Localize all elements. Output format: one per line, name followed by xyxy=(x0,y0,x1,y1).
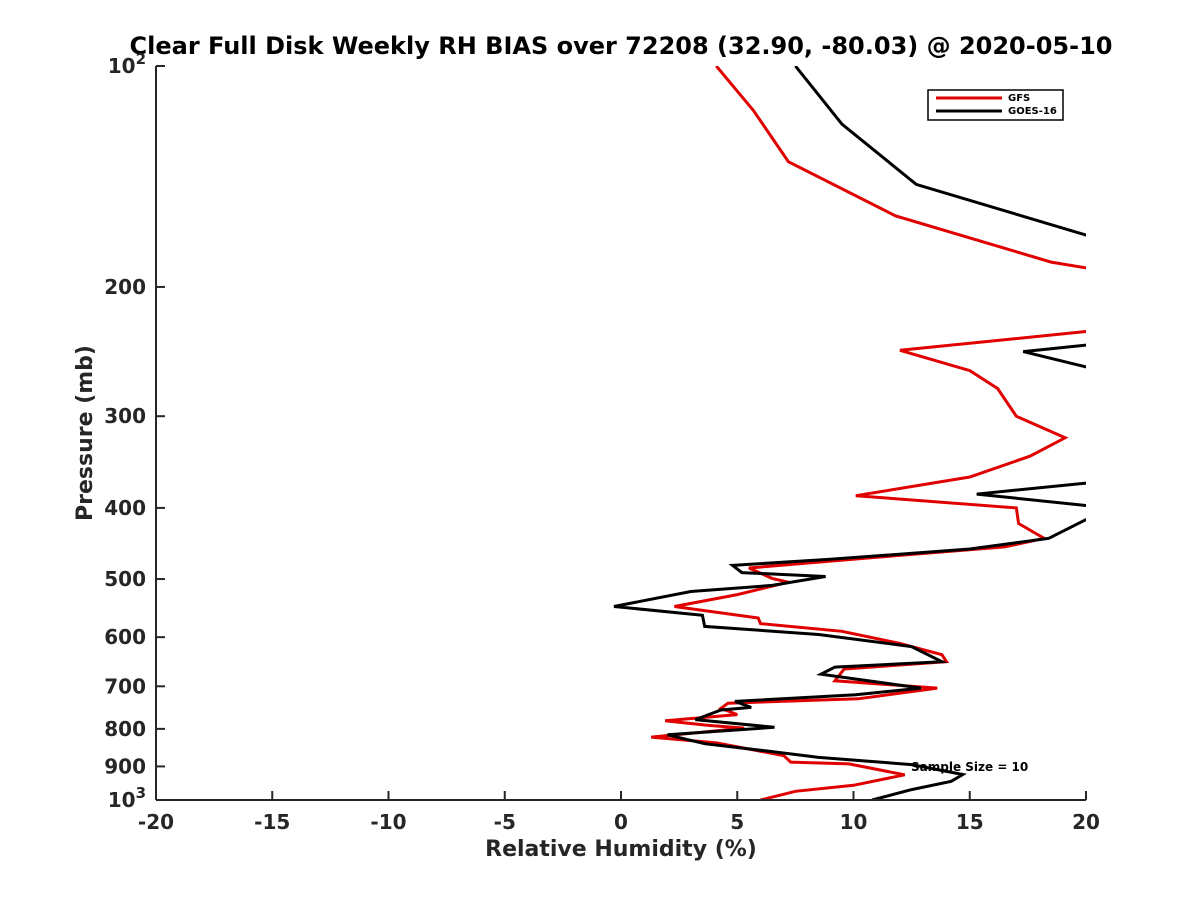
y-tick-label: 200 xyxy=(104,275,146,299)
y-tick-label: 500 xyxy=(104,567,146,591)
y-tick-label: 300 xyxy=(104,404,146,428)
x-axis-label: Relative Humidity (%) xyxy=(485,837,757,862)
x-tick-label: 5 xyxy=(730,810,744,834)
chart-title: Clear Full Disk Weekly RH BIAS over 7220… xyxy=(130,32,1113,60)
y-tick-label: 900 xyxy=(104,754,146,778)
y-tick-label: 103 xyxy=(108,784,146,812)
x-axis-ticks: -20 -15 -10 -5 0 5 10 15 20 xyxy=(138,791,1100,834)
y-tick-label: 800 xyxy=(104,717,146,741)
series-layer xyxy=(613,66,1086,800)
y-axis-ticks: 102 200 300 400 500 600 700 800 900 103 xyxy=(104,50,165,812)
y-axis-label: Pressure (mb) xyxy=(73,345,98,521)
x-tick-label: 10 xyxy=(840,810,868,834)
x-tick-label: 20 xyxy=(1072,810,1100,834)
series-line-goes-16 xyxy=(613,66,1086,800)
x-tick-label: -20 xyxy=(138,810,174,834)
y-tick-label: 400 xyxy=(104,496,146,520)
legend-label-gfs: GFS xyxy=(1008,93,1030,104)
legend-label-goes16: GOES-16 xyxy=(1008,106,1057,117)
x-tick-label: -10 xyxy=(370,810,406,834)
x-tick-label: 15 xyxy=(956,810,984,834)
sample-size-annotation: Sample Size = 10 xyxy=(911,760,1028,774)
legend-box xyxy=(927,89,1064,121)
y-tick-label: 102 xyxy=(108,50,146,78)
series-line-gfs xyxy=(651,66,1086,800)
legend: GFS GOES-16 xyxy=(927,89,1064,121)
y-tick-label: 600 xyxy=(104,625,146,649)
y-tick-label: 700 xyxy=(104,674,146,698)
x-tick-label: -5 xyxy=(494,810,516,834)
x-tick-label: -15 xyxy=(254,810,290,834)
x-tick-label: 0 xyxy=(614,810,628,834)
